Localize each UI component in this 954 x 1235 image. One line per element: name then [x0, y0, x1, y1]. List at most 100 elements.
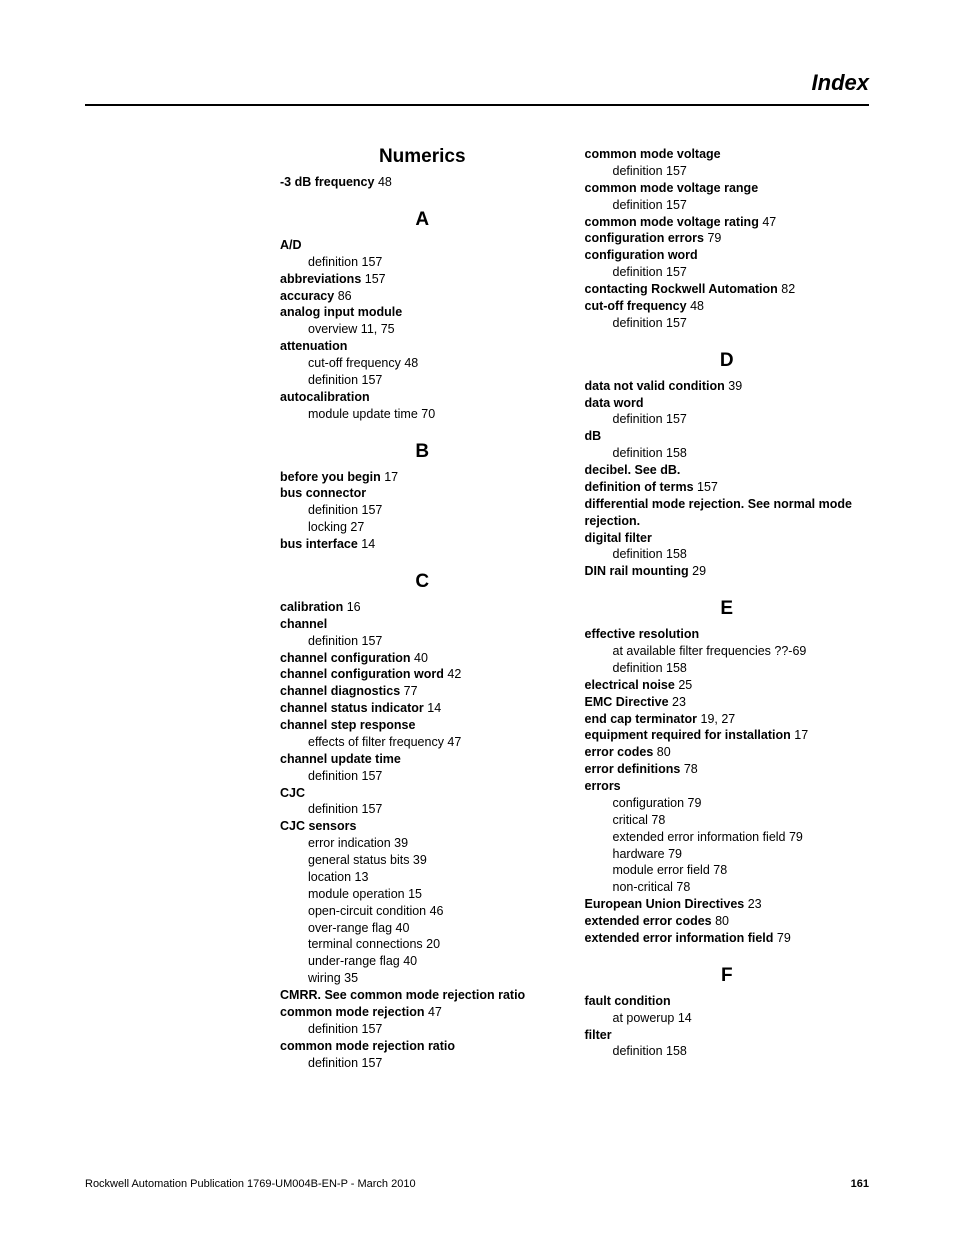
index-entry: accuracy 86 [280, 288, 565, 305]
index-entry: contacting Rockwell Automation 82 [585, 281, 870, 298]
index-entry: channel configuration word 42 [280, 666, 565, 683]
index-term: decibel. See dB. [585, 463, 681, 477]
index-entry: before you begin 17 [280, 469, 565, 486]
index-term: calibration [280, 600, 347, 614]
index-term: European Union Directives [585, 897, 748, 911]
index-entry: definition 157 [280, 1021, 565, 1038]
index-term: common mode voltage [585, 147, 721, 161]
index-entry: common mode rejection ratio [280, 1038, 565, 1055]
index-entry: CJC sensors [280, 818, 565, 835]
index-term: data word [585, 396, 644, 410]
index-term: digital filter [585, 531, 652, 545]
index-page-ref: definition 157 [308, 255, 382, 269]
index-term: effective resolution [585, 627, 700, 641]
index-page-ref: 16 [347, 600, 361, 614]
index-term: before you begin [280, 470, 384, 484]
index-term: common mode rejection ratio [280, 1039, 455, 1053]
index-term: CJC [280, 786, 305, 800]
index-term: channel configuration word [280, 667, 447, 681]
index-page-ref: definition 157 [308, 802, 382, 816]
index-entry: error indication 39 [280, 835, 565, 852]
index-page-ref: 29 [692, 564, 706, 578]
index-entry: channel update time [280, 751, 565, 768]
index-entry: non-critical 78 [585, 879, 870, 896]
index-entry: under-range flag 40 [280, 953, 565, 970]
page-header: Index [85, 70, 869, 106]
index-page-ref: 42 [447, 667, 461, 681]
index-entry: definition 158 [585, 1043, 870, 1060]
index-term: dB [585, 429, 602, 443]
index-entry: cut-off frequency 48 [585, 298, 870, 315]
page-number: 161 [851, 1178, 869, 1190]
index-term: DIN rail mounting [585, 564, 693, 578]
index-page-ref: 48 [690, 299, 704, 313]
index-entry: common mode voltage rating 47 [585, 214, 870, 231]
index-page-ref: definition 158 [613, 661, 687, 675]
index-page-ref: definition 157 [613, 198, 687, 212]
index-term: channel update time [280, 752, 401, 766]
index-term: common mode voltage rating [585, 215, 763, 229]
index-page-ref: definition 158 [613, 446, 687, 460]
index-entry: at powerup 14 [585, 1010, 870, 1027]
index-page-ref: 80 [657, 745, 671, 759]
index-entry: data word [585, 395, 870, 412]
index-entry: electrical noise 25 [585, 677, 870, 694]
index-page-ref: definition 157 [613, 164, 687, 178]
index-entry: definition 157 [585, 315, 870, 332]
index-page-ref: effects of filter frequency 47 [308, 735, 461, 749]
index-term: bus connector [280, 486, 366, 500]
index-entry: definition 157 [585, 411, 870, 428]
index-entry: differential mode rejection. See normal … [585, 496, 870, 530]
index-page-ref: 48 [378, 175, 392, 189]
index-term: error definitions [585, 762, 684, 776]
index-page-ref: 79 [777, 931, 791, 945]
index-term: channel configuration [280, 651, 414, 665]
index-term: CJC sensors [280, 819, 356, 833]
index-entry: extended error information field 79 [585, 930, 870, 947]
index-page-ref: definition 157 [308, 1022, 382, 1036]
index-term: analog input module [280, 305, 402, 319]
index-entry: definition 157 [585, 264, 870, 281]
index-term: channel [280, 617, 327, 631]
index-term: filter [585, 1028, 612, 1042]
index-term: bus interface [280, 537, 361, 551]
index-entry: general status bits 39 [280, 852, 565, 869]
section-letter: D [585, 350, 870, 372]
index-page-ref: 14 [361, 537, 375, 551]
index-term: autocalibration [280, 390, 370, 404]
index-term: channel diagnostics [280, 684, 404, 698]
index-entry: channel configuration 40 [280, 650, 565, 667]
index-page-ref: 19, 27 [701, 712, 736, 726]
index-page-ref: 14 [427, 701, 441, 715]
index-entry: error definitions 78 [585, 761, 870, 778]
index-term: definition of terms [585, 480, 698, 494]
index-page-ref: open-circuit condition 46 [308, 904, 444, 918]
index-entry: EMC Directive 23 [585, 694, 870, 711]
index-term: electrical noise [585, 678, 679, 692]
index-entry: A/D [280, 237, 565, 254]
index-entry: definition 158 [585, 546, 870, 563]
index-entry: definition 158 [585, 445, 870, 462]
page-footer: Rockwell Automation Publication 1769-UM0… [85, 1178, 869, 1190]
index-entry: errors [585, 778, 870, 795]
index-term: configuration errors [585, 231, 708, 245]
index-page-ref: 25 [678, 678, 692, 692]
index-entry: digital filter [585, 530, 870, 547]
index-page-ref: module error field 78 [613, 863, 728, 877]
index-column-right: common mode voltage definition 157 common … [585, 146, 870, 1071]
index-entry: abbreviations 157 [280, 271, 565, 288]
index-entry: effective resolution [585, 626, 870, 643]
index-page-ref: 47 [428, 1005, 442, 1019]
index-entry: over-range flag 40 [280, 920, 565, 937]
index-page-ref: 80 [715, 914, 729, 928]
index-page-ref: wiring 35 [308, 971, 358, 985]
publication-info: Rockwell Automation Publication 1769-UM0… [85, 1178, 416, 1190]
index-page-ref: 47 [762, 215, 776, 229]
index-page-ref: 157 [365, 272, 386, 286]
index-entry: definition 157 [280, 372, 565, 389]
index-term: end cap terminator [585, 712, 701, 726]
index-page-ref: 78 [684, 762, 698, 776]
index-entry: error codes 80 [585, 744, 870, 761]
index-entry: DIN rail mounting 29 [585, 563, 870, 580]
index-page-ref: definition 157 [308, 373, 382, 387]
